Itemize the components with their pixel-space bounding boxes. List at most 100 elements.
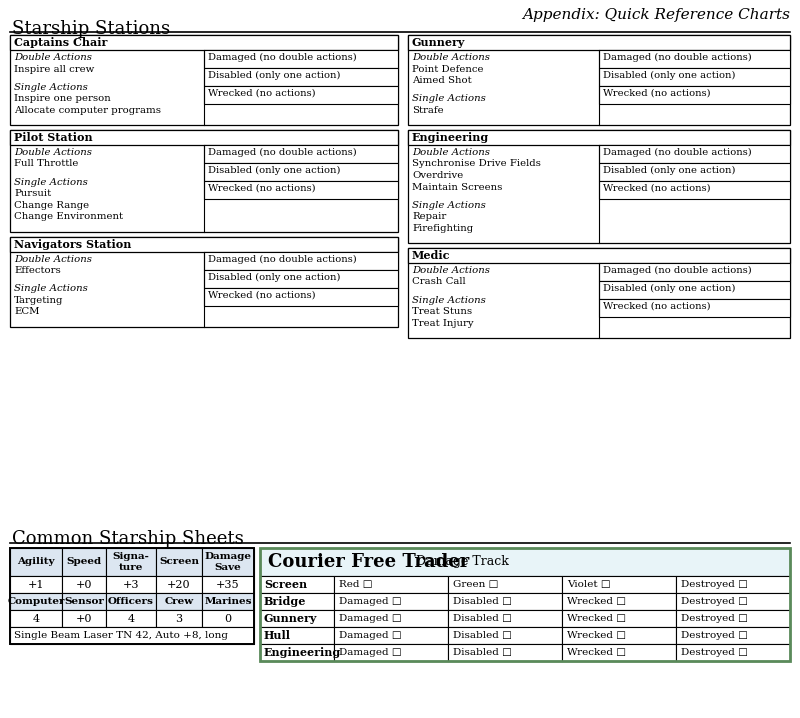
Text: Repair: Repair	[412, 213, 446, 221]
Bar	[676, 576, 790, 593]
Text: Disabled □: Disabled □	[453, 597, 512, 606]
Text: Marines: Marines	[204, 597, 252, 606]
Text: Wrecked (no actions): Wrecked (no actions)	[208, 184, 316, 193]
Text: Screen: Screen	[264, 579, 307, 590]
Text: Hull: Hull	[264, 630, 291, 641]
Text: Captains Chair: Captains Chair	[14, 37, 107, 48]
Bar	[260, 644, 334, 661]
Text: Starship Stations: Starship Stations	[12, 20, 170, 38]
Bar	[599, 299, 790, 317]
Text: 4: 4	[127, 613, 134, 623]
Text: Crew: Crew	[165, 597, 194, 606]
Text: Gunnery: Gunnery	[412, 37, 466, 48]
Text: Treat Stuns: Treat Stuns	[412, 307, 472, 317]
Bar	[10, 236, 398, 251]
Text: ECM: ECM	[14, 307, 39, 317]
Text: Red □: Red □	[339, 580, 373, 589]
Text: Targeting: Targeting	[14, 296, 63, 305]
Bar	[676, 593, 790, 610]
Bar	[10, 627, 254, 644]
Bar	[599, 263, 790, 281]
Text: Signa-
ture: Signa- ture	[113, 552, 150, 572]
Text: Damaged (no double actions): Damaged (no double actions)	[208, 148, 357, 157]
Text: 4: 4	[33, 613, 39, 623]
Bar	[260, 593, 334, 610]
Bar	[599, 50, 790, 68]
Text: Damaged □: Damaged □	[339, 614, 402, 623]
Bar	[204, 251, 398, 269]
Bar	[10, 35, 398, 125]
Text: Change Range: Change Range	[14, 201, 89, 210]
Bar	[562, 627, 676, 644]
Bar	[599, 145, 790, 163]
Text: Damaged (no double actions): Damaged (no double actions)	[603, 266, 752, 275]
Text: Disabled (only one action): Disabled (only one action)	[208, 273, 341, 281]
Bar	[62, 576, 106, 593]
Text: +0: +0	[76, 613, 92, 623]
Bar	[260, 627, 334, 644]
Text: Wrecked (no actions): Wrecked (no actions)	[603, 302, 710, 311]
Bar	[204, 50, 398, 68]
Bar	[106, 610, 156, 627]
Bar	[62, 610, 106, 627]
Text: Pursuit: Pursuit	[14, 190, 51, 198]
Bar	[599, 281, 790, 299]
Text: Damage Track: Damage Track	[416, 556, 509, 569]
Bar	[448, 576, 562, 593]
Bar	[562, 610, 676, 627]
Text: Destroyed □: Destroyed □	[681, 597, 748, 606]
Text: Destroyed □: Destroyed □	[681, 648, 748, 657]
Text: Single Actions: Single Actions	[412, 296, 486, 305]
Text: Strafe: Strafe	[412, 106, 444, 115]
Text: Disabled □: Disabled □	[453, 648, 512, 657]
Text: Synchronise Drive Fields: Synchronise Drive Fields	[412, 159, 541, 169]
Bar	[10, 548, 254, 644]
Text: Effectors: Effectors	[14, 266, 61, 275]
Text: Courier Free Trader: Courier Free Trader	[268, 553, 470, 571]
Bar	[334, 610, 448, 627]
Bar	[202, 610, 254, 627]
Bar	[106, 576, 156, 593]
Text: +20: +20	[167, 579, 191, 589]
Bar	[599, 68, 790, 86]
Bar	[448, 610, 562, 627]
Text: +1: +1	[28, 579, 44, 589]
Text: Sensor: Sensor	[64, 597, 104, 606]
Bar	[562, 576, 676, 593]
Text: Damaged □: Damaged □	[339, 631, 402, 640]
Bar	[204, 163, 398, 181]
Bar	[408, 130, 790, 145]
Text: Destroyed □: Destroyed □	[681, 614, 748, 623]
Text: Speed: Speed	[66, 557, 102, 567]
Bar	[260, 576, 334, 593]
Text: Violet □: Violet □	[567, 580, 610, 589]
Text: Wrecked □: Wrecked □	[567, 648, 626, 657]
Text: Maintain Screens: Maintain Screens	[412, 182, 502, 192]
Bar	[260, 548, 790, 576]
Bar	[408, 248, 790, 263]
Text: Wrecked □: Wrecked □	[567, 597, 626, 606]
Text: Wrecked (no actions): Wrecked (no actions)	[208, 89, 316, 98]
Bar	[204, 86, 398, 104]
Bar	[599, 86, 790, 104]
Bar	[10, 593, 62, 610]
Bar	[676, 644, 790, 661]
Bar	[408, 35, 790, 125]
Text: Appendix: Quick Reference Charts: Appendix: Quick Reference Charts	[522, 8, 790, 22]
Text: Wrecked □: Wrecked □	[567, 631, 626, 640]
Text: 0: 0	[225, 613, 231, 623]
Text: Treat Injury: Treat Injury	[412, 319, 474, 328]
Bar	[260, 548, 790, 661]
Text: Damaged (no double actions): Damaged (no double actions)	[603, 148, 752, 157]
Bar	[10, 130, 398, 145]
Bar	[408, 130, 790, 243]
Text: Single Actions: Single Actions	[412, 201, 486, 210]
Text: Engineering: Engineering	[264, 647, 342, 658]
Bar	[408, 248, 790, 338]
Text: Disabled □: Disabled □	[453, 614, 512, 623]
Text: Damage
Save: Damage Save	[205, 552, 251, 572]
Text: Engineering: Engineering	[412, 132, 490, 143]
Text: Overdrive: Overdrive	[412, 171, 463, 180]
Text: Gunnery: Gunnery	[264, 613, 318, 624]
Text: Wrecked □: Wrecked □	[567, 614, 626, 623]
